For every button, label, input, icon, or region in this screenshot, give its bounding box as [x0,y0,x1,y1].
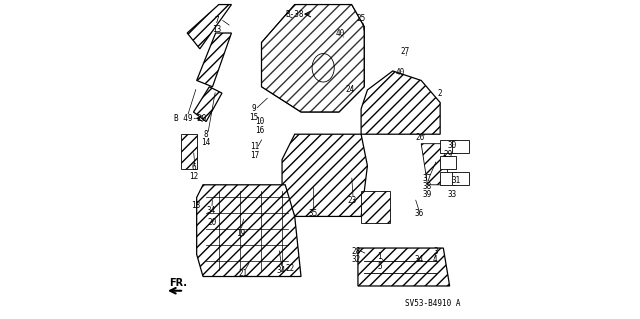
Text: 10: 10 [255,117,264,126]
Text: 22: 22 [285,264,294,273]
Text: 40: 40 [335,28,345,38]
Text: 14: 14 [202,138,211,147]
Text: 27: 27 [401,48,410,56]
Text: 25: 25 [356,14,365,23]
Text: 17: 17 [250,151,260,160]
FancyBboxPatch shape [452,140,469,153]
Text: 7: 7 [215,16,220,25]
Polygon shape [361,71,440,134]
Text: 34: 34 [415,255,424,264]
FancyBboxPatch shape [181,134,196,169]
Text: 20: 20 [207,218,216,227]
Text: 40: 40 [396,68,405,77]
Text: 9: 9 [252,104,256,113]
Text: 33: 33 [447,190,457,199]
Text: 4: 4 [433,255,438,264]
Text: 38: 38 [423,182,432,191]
Text: 1: 1 [377,252,382,261]
Text: 35: 35 [308,209,317,218]
Text: 5: 5 [377,262,382,271]
Text: 36: 36 [415,209,424,218]
Text: 29: 29 [444,150,452,159]
Text: 30: 30 [447,141,457,150]
Text: 11: 11 [250,142,260,151]
Text: 32: 32 [352,255,361,264]
Polygon shape [421,144,450,185]
Text: B-38: B-38 [285,10,304,19]
Text: 31: 31 [451,175,461,185]
FancyBboxPatch shape [440,140,456,153]
Text: 18: 18 [191,201,201,210]
Text: 23: 23 [347,196,356,205]
Text: 39: 39 [423,190,432,199]
FancyBboxPatch shape [440,156,456,169]
Text: FR.: FR. [169,278,187,287]
Text: 15: 15 [249,113,258,122]
Text: 28: 28 [352,247,361,256]
FancyBboxPatch shape [452,172,469,185]
Polygon shape [358,248,450,286]
Text: SV53-B4910 A: SV53-B4910 A [405,299,461,308]
Text: 13: 13 [212,25,222,34]
Text: 26: 26 [415,133,424,142]
Polygon shape [262,4,364,112]
Text: 24: 24 [346,85,355,94]
Polygon shape [196,33,232,87]
Text: 21: 21 [239,269,248,278]
Text: 6: 6 [191,163,196,172]
Text: 37: 37 [423,174,432,183]
Polygon shape [193,87,222,122]
Text: 34: 34 [276,266,286,275]
FancyBboxPatch shape [440,172,456,185]
Polygon shape [187,4,232,49]
Text: 3: 3 [433,247,438,256]
Polygon shape [282,134,367,216]
Polygon shape [196,185,301,277]
Text: B 49-20: B 49-20 [174,114,206,123]
Text: 8: 8 [204,130,209,139]
Text: 34: 34 [206,206,216,215]
Text: 19: 19 [236,229,245,238]
Text: 16: 16 [255,126,264,135]
Text: 2: 2 [438,89,442,98]
Text: 12: 12 [189,172,198,181]
Polygon shape [361,191,390,223]
